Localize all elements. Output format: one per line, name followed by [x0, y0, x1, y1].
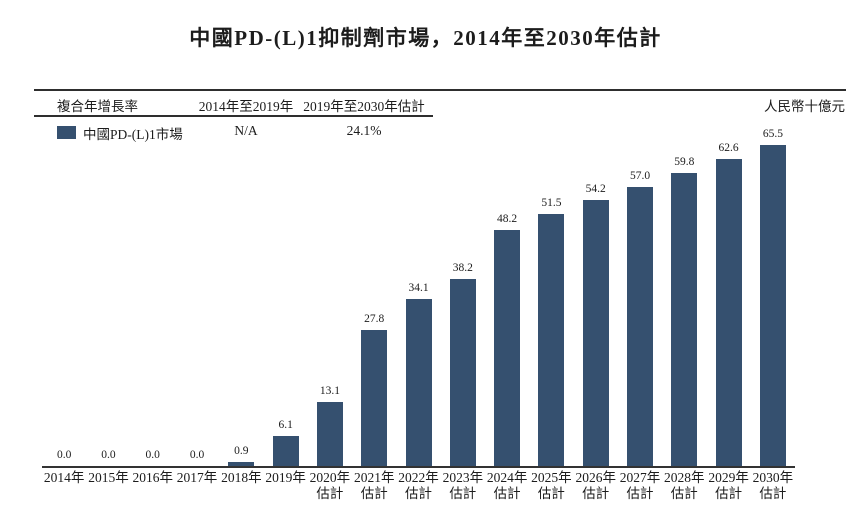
bar-value-label: 6.1 [278, 419, 293, 432]
x-axis-label: 2022年 估計 [398, 470, 439, 501]
x-axis-label: 2018年 [221, 470, 262, 485]
bar-column: 13.1 [308, 123, 352, 466]
x-axis-label: 2026年 估計 [575, 470, 616, 501]
x-axis-label: 2017年 [176, 470, 218, 485]
bar-column: 6.1 [263, 123, 307, 466]
bar-column: 38.2 [441, 123, 485, 466]
x-axis-label: 2030年 估計 [752, 470, 794, 501]
x-axis-labels: 2014年 2015年 2016年 2017年 2018年 2019年 2020年 估計 202… [42, 470, 795, 502]
x-axis-label: 2014年 [43, 470, 85, 485]
bar-value-label: 62.6 [718, 142, 739, 155]
bar-value-label: 0.0 [145, 449, 160, 461]
legend-series-label: 中國PD-(L)1市場 [83, 127, 183, 142]
bar-column: 0.0 [86, 123, 130, 466]
bar [671, 173, 698, 466]
bar [405, 298, 432, 466]
x-axis-label: 2019年 [265, 470, 306, 485]
bar-value-label: 0.9 [234, 444, 249, 457]
unit-label: 人民幣十億元 [764, 99, 845, 114]
bar-value-label: 48.2 [497, 212, 518, 225]
bar-column: 51.5 [529, 123, 573, 466]
bar-column: 54.2 [574, 123, 618, 466]
bar-column: 0.0 [42, 123, 86, 466]
bar-value-label: 0.0 [101, 449, 116, 461]
bar [538, 213, 565, 466]
bar-value-label: 65.5 [762, 128, 783, 140]
bar-column: 27.8 [352, 123, 396, 466]
cagr-value-2019-2030: 24.1% [346, 123, 382, 138]
x-axis-label: 2025年 估計 [531, 470, 572, 501]
x-axis-label: 2028年 估計 [664, 470, 705, 501]
bar [494, 229, 521, 466]
x-axis-label: 2020年 估計 [309, 470, 351, 501]
bar-column: 65.5 [751, 123, 795, 466]
bar-column: 59.8 [662, 123, 706, 466]
bar-column: 0.9 [219, 123, 263, 466]
bar-column: 57.0 [618, 123, 662, 466]
bar [316, 401, 343, 466]
legend-swatch [57, 126, 76, 139]
bar [715, 159, 742, 466]
bar-chart: 0.0 0.0 0.0 0.0 0.9 6.1 13.1 27.8 34.1 38.2 48.2 51… [42, 123, 795, 466]
bar [759, 145, 786, 466]
bar-value-label: 54.2 [585, 183, 606, 196]
cagr-column-2014-2019: 2014年至2019年 [198, 99, 294, 114]
x-axis-label: 2016年 [132, 470, 173, 485]
bar-column: 0.0 [131, 123, 175, 466]
x-axis-label: 2029年 估計 [708, 470, 749, 501]
bar-value-label: 13.1 [319, 384, 340, 397]
x-axis-label: 2021年 估計 [353, 470, 395, 501]
x-axis-label: 2015年 [88, 470, 129, 485]
bar [361, 329, 388, 466]
bar-value-label: 51.5 [541, 196, 562, 209]
bar [449, 278, 476, 466]
x-axis-line [42, 466, 795, 468]
bar-value-label: 57.0 [629, 169, 651, 182]
bar-value-label: 0.0 [56, 449, 72, 461]
cagr-column-2019-2030: 2019年至2030年估計 [303, 99, 425, 114]
bar [228, 461, 255, 466]
x-axis-label: 2024年 估計 [486, 470, 528, 501]
bar-column: 34.1 [396, 123, 440, 466]
top-rule [34, 89, 846, 91]
chart-title: 中國PD-(L)1抑制劑市場，2014年至2030年估計 [189, 26, 662, 50]
bar-column: 62.6 [706, 123, 750, 466]
bar-value-label: 34.1 [408, 281, 429, 294]
bar-value-label: 0.0 [189, 449, 205, 461]
bar [582, 200, 609, 466]
cagr-value-2014-2019: N/A [234, 123, 258, 138]
bar-column: 48.2 [485, 123, 529, 466]
bar [272, 436, 299, 466]
x-axis-label: 2027年 估計 [619, 470, 661, 501]
bar [627, 186, 653, 466]
bar-value-label: 27.8 [364, 312, 385, 325]
x-axis-label: 2023年 估計 [442, 470, 484, 501]
bar-value-label: 38.2 [452, 261, 473, 274]
bar-column: 0.0 [175, 123, 219, 466]
bar-value-label: 59.8 [674, 156, 695, 168]
table-divider-rule [34, 115, 433, 117]
cagr-row-header: 複合年增長率 [57, 99, 138, 114]
